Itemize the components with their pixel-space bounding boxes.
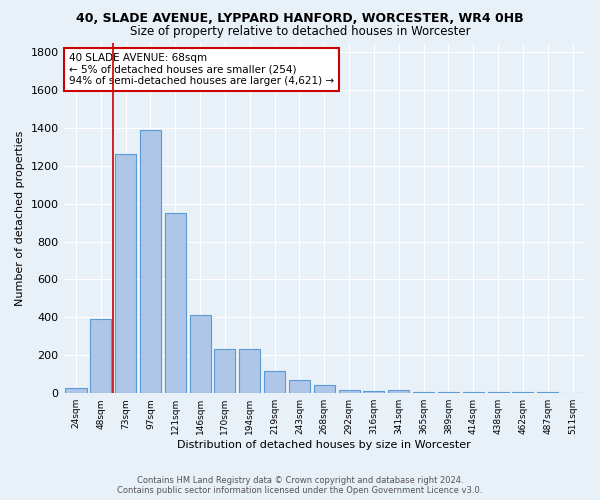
Text: Size of property relative to detached houses in Worcester: Size of property relative to detached ho…	[130, 25, 470, 38]
Bar	[190, 316, 211, 393]
Bar	[537, 392, 559, 393]
Bar	[388, 390, 409, 393]
Bar	[165, 213, 186, 393]
Bar	[413, 392, 434, 393]
Bar	[463, 392, 484, 393]
Bar	[239, 348, 260, 393]
Text: 40 SLADE AVENUE: 68sqm
← 5% of detached houses are smaller (254)
94% of semi-det: 40 SLADE AVENUE: 68sqm ← 5% of detached …	[69, 53, 334, 86]
Bar	[214, 348, 235, 393]
Text: 40, SLADE AVENUE, LYPPARD HANFORD, WORCESTER, WR4 0HB: 40, SLADE AVENUE, LYPPARD HANFORD, WORCE…	[76, 12, 524, 26]
Text: Contains HM Land Registry data © Crown copyright and database right 2024.
Contai: Contains HM Land Registry data © Crown c…	[118, 476, 482, 495]
Y-axis label: Number of detached properties: Number of detached properties	[15, 130, 25, 306]
Bar	[90, 320, 112, 393]
X-axis label: Distribution of detached houses by size in Worcester: Distribution of detached houses by size …	[178, 440, 471, 450]
Bar	[512, 392, 533, 393]
Bar	[289, 380, 310, 393]
Bar	[140, 130, 161, 393]
Bar	[264, 372, 285, 393]
Bar	[438, 392, 459, 393]
Bar	[314, 384, 335, 393]
Bar	[115, 154, 136, 393]
Bar	[488, 392, 509, 393]
Bar	[338, 390, 359, 393]
Bar	[364, 392, 385, 393]
Bar	[65, 388, 86, 393]
